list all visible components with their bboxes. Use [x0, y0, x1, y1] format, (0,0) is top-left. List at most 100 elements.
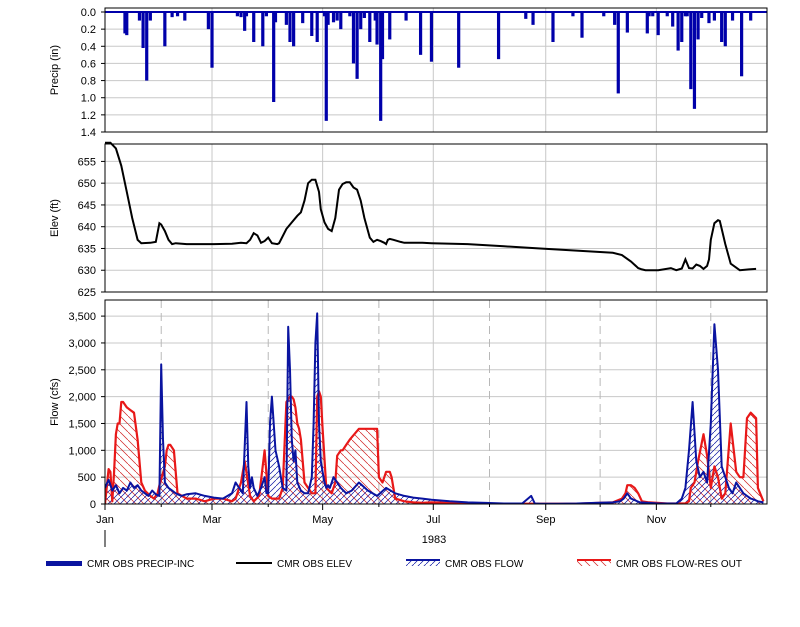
legend-label-precip: CMR OBS PRECIP-INC [87, 559, 194, 570]
precip-bar [571, 12, 575, 17]
precip-y-axis-label: Precip (in) [49, 45, 61, 95]
precip-bar [170, 12, 174, 18]
legend-item-flow: CMR OBS FLOW [406, 559, 524, 570]
elev-y-ticks: 625 630 635 640 645 650 655 [78, 156, 105, 299]
obs-flow-series-line [105, 312, 764, 504]
precip-bar [235, 12, 239, 17]
precip-bar [175, 12, 180, 17]
elev-panel: 625 630 635 640 645 650 655 Elev (ft) [49, 141, 768, 299]
elev-y-tick-label: 655 [78, 156, 96, 168]
precip-bar [685, 12, 689, 17]
precip-bar [310, 12, 314, 36]
legend-item-precip: CMR OBS PRECIP-INC [46, 559, 194, 570]
precip-bar [380, 12, 385, 60]
precip-bar [362, 12, 366, 18]
flow-y-tick-label: 500 [78, 472, 96, 484]
x-tick-label: Mar [203, 514, 222, 526]
flow-y-tick-label: 0 [90, 499, 96, 511]
elev-grid [104, 144, 767, 293]
precip-bar [123, 12, 127, 34]
precip-bar [580, 12, 584, 38]
precip-bar [524, 12, 528, 19]
res-out-series-line [105, 390, 765, 504]
precip-y-tick-label: 0.2 [81, 24, 96, 36]
precip-bar [206, 12, 210, 30]
flow-grid [104, 300, 767, 505]
precip-bar [388, 12, 392, 40]
precip-bar [680, 12, 684, 42]
precip-bar [125, 12, 129, 36]
elev-y-tick-label: 625 [78, 287, 96, 299]
precip-bar [324, 12, 328, 121]
precip-bar [712, 12, 717, 21]
precip-bar [243, 12, 247, 31]
precip-bar [647, 12, 651, 17]
obs-flow-area-fill [105, 313, 764, 504]
precip-bar [700, 12, 704, 18]
elev-y-tick-label: 650 [78, 178, 96, 190]
precip-y-tick-label: 1.0 [81, 93, 96, 105]
flow-y-tick-label: 1,000 [68, 445, 96, 457]
precip-bar [210, 12, 214, 68]
precip-bar [163, 12, 167, 47]
elev-y-tick-label: 640 [78, 222, 96, 234]
precip-bar [244, 12, 249, 17]
precip-bar [613, 12, 617, 25]
precip-bar [322, 12, 327, 17]
x-tick-label: Jan [96, 514, 114, 526]
precip-bar [141, 12, 145, 48]
legend-item-elev: CMR OBS ELEV [236, 559, 352, 570]
flow-y-ticks: 0 500 1,000 1,500 2,000 2,500 3,000 3,500 [68, 311, 105, 511]
flow-y-tick-label: 2,000 [68, 392, 96, 404]
legend-swatch-flow [406, 560, 440, 566]
elev-y-tick-label: 630 [78, 265, 96, 277]
precip-bar [351, 12, 356, 64]
precip-bar [749, 12, 753, 21]
elev-series-line [105, 141, 757, 272]
precip-bar [284, 12, 288, 25]
precip-bar [335, 12, 339, 21]
precip-bar [429, 12, 434, 62]
precip-y-tick-label: 0.4 [81, 41, 96, 53]
precip-bar [373, 12, 377, 21]
precip-bar [707, 12, 711, 24]
precip-bar [375, 12, 379, 45]
precip-bar [656, 12, 660, 36]
precip-bar [531, 12, 535, 25]
precip-bar [288, 12, 292, 42]
precip-bar [696, 12, 700, 40]
precip-bar [148, 12, 152, 21]
precip-y-tick-label: 0.0 [81, 7, 96, 19]
x-axis-year-label: 1983 [422, 534, 446, 546]
precip-panel: 0.0 0.2 0.4 0.6 0.8 1.0 1.2 1.4 Precip (in) [49, 7, 768, 139]
flow-y-tick-label: 1,500 [68, 418, 96, 430]
precip-bar [239, 12, 243, 18]
legend-swatch-precip [46, 561, 82, 566]
x-tick-label: Sep [536, 514, 556, 526]
precip-bar [683, 12, 687, 17]
precip-bar [720, 12, 724, 42]
legend-swatch-res-out [577, 560, 611, 566]
precip-bar [602, 12, 606, 17]
precip-bar [326, 12, 330, 25]
precip-y-tick-label: 1.4 [81, 127, 96, 139]
x-tick-label: Nov [647, 514, 667, 526]
precip-bar [331, 12, 336, 23]
precip-grid [104, 8, 767, 133]
precip-bar [359, 12, 363, 30]
precip-y-tick-label: 0.8 [81, 76, 96, 88]
legend-item-res-out: CMR OBS FLOW-RES OUT [577, 559, 742, 570]
precip-bar [348, 12, 352, 17]
precip-bar [730, 12, 735, 21]
precip-bar [379, 12, 383, 121]
precip-bar [252, 12, 256, 42]
legend-label-flow: CMR OBS FLOW [445, 559, 524, 570]
precip-y-ticks: 0.0 0.2 0.4 0.6 0.8 1.0 1.2 1.4 [81, 7, 105, 139]
flow-y-tick-label: 2,500 [68, 365, 96, 377]
precip-bar [665, 12, 669, 17]
precip-bar [496, 12, 501, 60]
precip-bar [272, 12, 276, 102]
precip-bar [315, 12, 319, 42]
precip-bar [355, 12, 359, 79]
